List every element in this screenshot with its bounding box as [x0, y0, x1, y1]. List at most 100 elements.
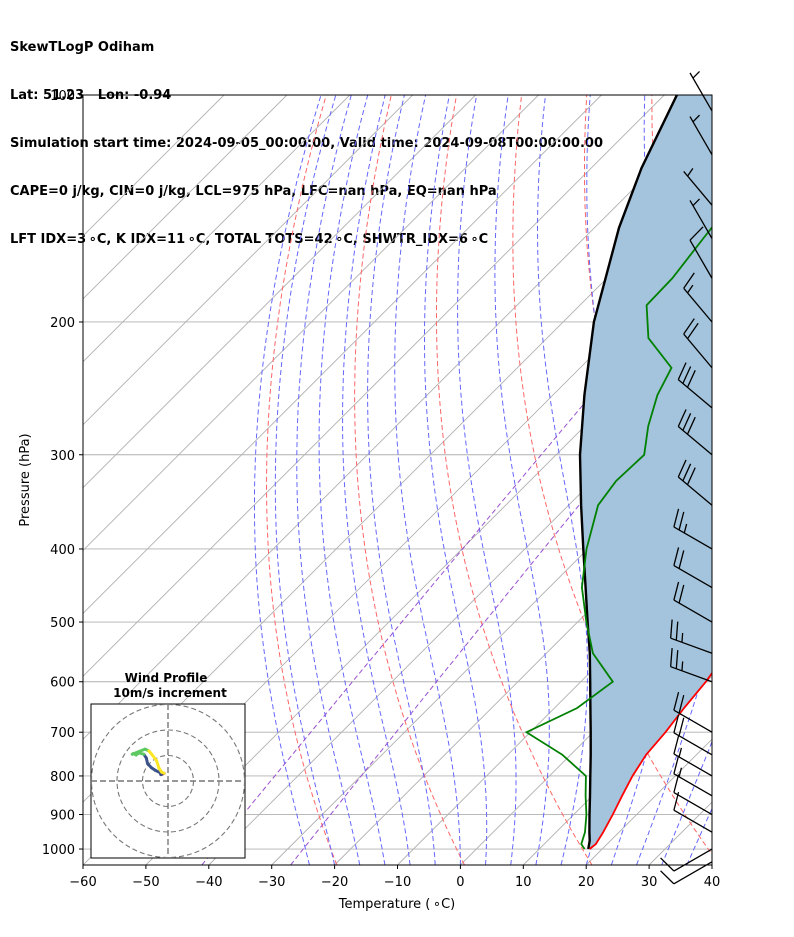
chart-title: SkewTLogP Odiham — [10, 40, 155, 55]
simulation-time: Simulation start time: 2024-09-05_00:00:… — [10, 136, 603, 151]
wind-barb-feather — [660, 870, 675, 885]
wind-barb-feather — [686, 416, 696, 435]
wind-barb — [673, 508, 713, 550]
wind-barb-half-feather — [683, 523, 688, 534]
isotherm-line — [711, 864, 712, 865]
isotherm-line — [334, 486, 712, 865]
hodograph-title: Wind Profile — [125, 671, 208, 685]
y-tick-label: 100 — [50, 89, 75, 104]
wind-barb-feather — [686, 467, 696, 485]
wind-barb — [689, 198, 713, 239]
moist-adiabat-line — [686, 807, 712, 865]
wind-barb — [670, 648, 713, 683]
wind-barb-feather — [670, 619, 673, 639]
wind-barb-half-feather — [692, 198, 701, 207]
wind-barb-feather — [673, 508, 680, 528]
wind-barb-shaft — [677, 425, 713, 456]
isotherm-line — [83, 95, 351, 363]
wind-barb-feather — [678, 694, 685, 714]
stability-indices: LFT IDX=3 ∘C, K IDX=11 ∘C, TOTAL TOTS=42… — [10, 232, 489, 247]
wind-barb-shaft — [673, 809, 713, 833]
wind-barb-shaft — [673, 599, 713, 623]
dewpoint-profile-line — [524, 225, 712, 850]
wind-barb-feather — [673, 755, 680, 774]
isotherm-line — [83, 109, 712, 740]
moist-adiabat-line — [610, 95, 685, 865]
wind-barb-feather — [677, 362, 687, 380]
isotherm-line — [83, 95, 414, 426]
y-axis: 100 200 300 400 500 600 700 800 900 1000 — [42, 89, 83, 858]
moist-adiabat-line — [318, 95, 386, 865]
moist-adiabat-line — [536, 95, 588, 865]
wind-barb-shaft — [689, 200, 713, 239]
hodograph-inset: Wind Profile 10m/s increment — [90, 671, 246, 859]
wind-barb — [689, 226, 713, 279]
cape-cin-shading — [580, 95, 712, 849]
x-tick-label: −20 — [321, 875, 348, 890]
dry-adiabat-line — [265, 95, 338, 865]
isotherm-line — [145, 298, 712, 865]
isotherm-line — [83, 95, 288, 300]
isotherm-line — [271, 424, 712, 865]
wind-barb-shaft — [673, 753, 713, 777]
moist-adiabat-line — [274, 95, 337, 865]
x-tick-label: −40 — [195, 875, 222, 890]
wind-barb-half-feather — [678, 747, 683, 758]
wind-barb-feather — [689, 226, 704, 241]
x-tick-label: −10 — [384, 875, 411, 890]
wind-barb-feather — [673, 714, 680, 733]
wind-barb-half-feather — [681, 632, 684, 643]
wind-barb-half-feather — [692, 70, 701, 79]
wind-barb-shaft — [673, 791, 713, 816]
wind-barb — [677, 409, 713, 456]
wind-barb-feather — [678, 550, 685, 569]
wind-barb — [683, 318, 713, 369]
wind-barb-shaft — [670, 637, 713, 654]
x-tick-label: 30 — [641, 875, 658, 890]
y-tick-label: 900 — [50, 809, 75, 824]
x-axis-label: Temperature ( ∘C) — [338, 897, 455, 912]
wind-barb-half-feather — [692, 114, 701, 123]
moist-adiabat-line — [494, 95, 550, 865]
y-tick-label: 500 — [50, 616, 75, 631]
wind-barb-feather — [673, 735, 680, 755]
wind-barb — [683, 272, 713, 323]
wind-barb-shaft — [689, 72, 713, 112]
hodograph-segment — [160, 770, 166, 775]
wind-barb-feather — [677, 409, 687, 427]
x-tick-label: −50 — [132, 875, 159, 890]
isotherm-line — [83, 95, 602, 615]
moist-adiabat-line — [254, 95, 322, 865]
wind-barb-feather — [683, 318, 695, 335]
isotherm-line — [83, 95, 539, 552]
wind-barb — [689, 70, 713, 112]
wind-barb-shaft — [689, 116, 713, 156]
moist-adiabat-line — [661, 740, 712, 865]
wind-barb-shaft — [673, 564, 713, 589]
convective-indices: CAPE=0 j/kg, CIN=0 j/kg, LCL=975 hPa, LF… — [10, 184, 497, 199]
wind-barb — [673, 691, 713, 733]
moist-adiabat-line — [457, 95, 517, 865]
isotherm-line — [83, 95, 225, 237]
dry-adiabat-line — [782, 95, 794, 865]
isotherm-line — [460, 612, 712, 865]
temperature-profile-line — [589, 671, 712, 850]
wind-barb-feather — [673, 774, 680, 793]
mixing-ratio-line — [290, 341, 712, 865]
wind-barb-feather — [687, 322, 699, 340]
x-tick-label: 10 — [515, 875, 532, 890]
wind-barb — [683, 168, 713, 206]
dry-adiabat-line — [436, 95, 593, 865]
x-axis: −60 −50 −40 −30 −20 −10 0 10 20 30 40 — [69, 865, 720, 890]
wind-barb-half-feather — [687, 168, 694, 177]
x-tick-label: −30 — [258, 875, 285, 890]
wind-barb-shaft — [673, 526, 713, 550]
dry-adiabat-line — [717, 95, 794, 865]
wind-barb — [673, 791, 713, 833]
chart-header: SkewTLogP Odiham Lat: 51.23 Lon: -0.94 S… — [10, 8, 603, 264]
y-tick-label: 1000 — [42, 843, 75, 858]
y-tick-label: 600 — [50, 676, 75, 691]
wind-barb-feather — [678, 717, 685, 736]
wind-barb-feather — [683, 272, 695, 289]
